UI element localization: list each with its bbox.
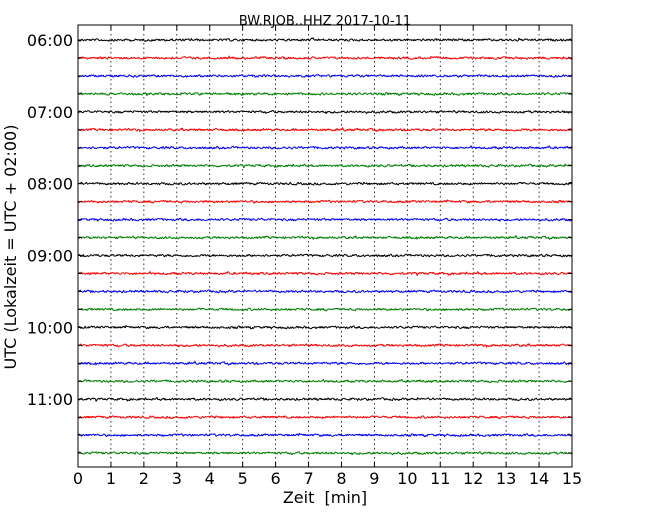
seismogram-trace-0615: [77, 55, 573, 60]
x-tick-label: 6: [271, 469, 281, 488]
x-tick-label: 9: [369, 469, 379, 488]
x-tick-label: 4: [205, 469, 215, 488]
y-tick-label: 06:00: [27, 31, 73, 50]
seismogram-trace-1000: [77, 325, 573, 330]
seismogram-trace-0900: [77, 253, 573, 258]
seismogram-trace-0945: [77, 307, 573, 312]
x-tick-label: 13: [496, 469, 516, 488]
seismogram-trace-1100: [77, 397, 573, 402]
x-tick-label: 7: [303, 469, 313, 488]
x-tick-label: 15: [562, 469, 582, 488]
y-axis-label: UTC (Lokalzeit = UTC + 02:00): [1, 125, 20, 370]
y-axis: 06:00 07:00 08:00 09:00 10:00 11:00: [27, 31, 572, 454]
seismogram-trace-0700: [77, 109, 573, 114]
seismogram-trace-0745: [77, 163, 573, 169]
y-tick-label: 08:00: [27, 175, 73, 194]
trace-group: [77, 37, 573, 456]
grid-lines: [110, 25, 540, 467]
x-tick-label: 5: [238, 469, 248, 488]
seismogram-trace-0800: [77, 181, 573, 186]
seismogram-trace-0915: [77, 271, 573, 276]
seismogram-trace-0715: [77, 127, 573, 133]
seismogram-trace-1130: [77, 432, 572, 438]
x-axis-label: Zeit [min]: [283, 488, 367, 507]
x-tick-label: 11: [430, 469, 450, 488]
seismogram-trace-1015: [77, 343, 572, 348]
y-tick-label: 07:00: [27, 103, 73, 122]
seismogram-trace-1045: [77, 378, 572, 384]
x-axis: 0 1 2 3 4 5 6 7 8 9 10 11 12 13 14 15: [73, 25, 582, 488]
seismogram-trace-0630: [77, 74, 573, 78]
chart-title: BW.RJOB..HHZ 2017-10-11: [239, 14, 411, 29]
seismogram-trace-0845: [77, 234, 573, 240]
x-tick-label: 3: [172, 469, 182, 488]
x-tick-label: 0: [73, 469, 83, 488]
seismogram-trace-0830: [77, 217, 573, 222]
seismogram-trace-0645: [77, 92, 573, 97]
y-tick-label: 10:00: [27, 318, 73, 337]
x-tick-label: 2: [139, 469, 149, 488]
seismogram-trace-1115: [77, 415, 572, 420]
y-tick-label: 09:00: [27, 247, 73, 266]
x-tick-label: 10: [397, 469, 417, 488]
x-tick-label: 12: [463, 469, 483, 488]
seismogram-trace-1030: [77, 360, 573, 366]
x-tick-label: 8: [336, 469, 346, 488]
seismogram-trace-0930: [77, 289, 573, 294]
y-tick-label: 11:00: [27, 390, 73, 409]
x-tick-label: 14: [529, 469, 549, 488]
plot-frame: [77, 24, 573, 468]
seismogram-trace-1145: [77, 451, 572, 456]
seismogram-trace-0730: [77, 145, 573, 150]
x-tick-label: 1: [106, 469, 116, 488]
seismogram-trace-0815: [77, 199, 573, 204]
seismogram-trace-0600: [77, 37, 573, 42]
